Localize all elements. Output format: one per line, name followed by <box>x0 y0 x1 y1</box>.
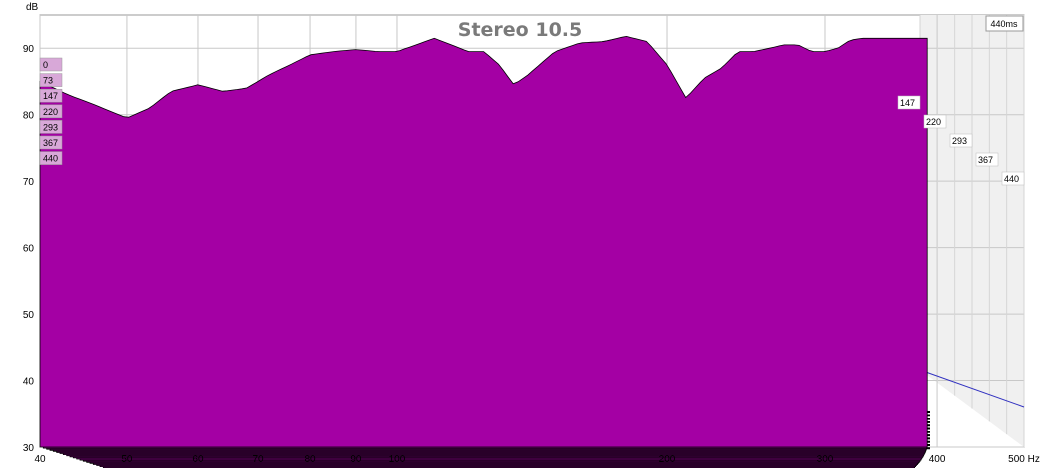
time-tick-box <box>39 120 63 134</box>
x-tick-label: 70 <box>252 454 264 465</box>
time-tick-label: 293 <box>43 122 58 132</box>
depth-label-box <box>897 95 921 110</box>
x-tick-label: 90 <box>350 454 362 465</box>
time-tick-label: 73 <box>43 76 53 86</box>
depth-label: 367 <box>978 155 993 165</box>
x-tick-label: 50 <box>121 454 133 465</box>
y-tick-label: 60 <box>23 244 35 255</box>
time-tick-box <box>39 57 63 72</box>
x-tick-label: 100 <box>389 454 406 465</box>
x-tick-label: 80 <box>304 454 316 465</box>
x-tick-label: 300 <box>817 454 834 465</box>
depth-label: 220 <box>926 117 941 127</box>
x-tick-label: 400 <box>929 454 946 465</box>
y-tick-label: 40 <box>23 377 35 388</box>
slices <box>39 35 928 468</box>
time-tick-box <box>39 104 63 119</box>
depth-label: 293 <box>952 136 967 146</box>
x-tick-label: 500 Hz <box>1008 454 1040 465</box>
time-tick-label: 220 <box>43 107 58 117</box>
time-tick-box <box>39 73 63 87</box>
x-tick-label: 60 <box>192 454 204 465</box>
y-tick-label: 80 <box>23 111 35 122</box>
depth-label-box <box>923 114 947 129</box>
depth-axis-line <box>919 369 1025 408</box>
time-range-label: 440ms <box>990 19 1018 29</box>
depth-label-box <box>1001 171 1025 186</box>
y-axis-label: dB <box>26 2 39 13</box>
time-tick-label: 0 <box>43 60 48 70</box>
chart-title: Stereo 10.5 <box>458 19 582 41</box>
depth-label: 440 <box>1004 174 1019 184</box>
y-tick-label: 70 <box>23 177 35 188</box>
y-tick-label: 50 <box>23 310 35 321</box>
time-tick-label: 440 <box>43 154 58 164</box>
depth-labels: 147 220 293 367 440 <box>897 95 1025 186</box>
time-ticks: 0 73 147 220 293 367 440 <box>39 57 63 165</box>
time-tick-box <box>39 88 63 103</box>
waterfall-slice <box>39 35 928 448</box>
time-tick-box <box>39 151 63 165</box>
y-tick-label: 30 <box>23 443 35 454</box>
depth-label-box <box>949 133 973 148</box>
y-tick-label: 90 <box>23 44 35 55</box>
time-tick-label: 367 <box>43 138 58 148</box>
tick-labels: 40 50 60 70 80 90 100 200 300 400 500 Hz3040506070… <box>23 44 1040 465</box>
time-range-box <box>985 15 1024 32</box>
depth-label-box <box>975 152 999 167</box>
x-tick-label: 40 <box>34 454 46 465</box>
time-tick-box <box>39 135 63 150</box>
x-tick-label: 200 <box>659 454 676 465</box>
time-tick-label: 147 <box>43 91 58 101</box>
depth-label: 147 <box>900 98 915 108</box>
